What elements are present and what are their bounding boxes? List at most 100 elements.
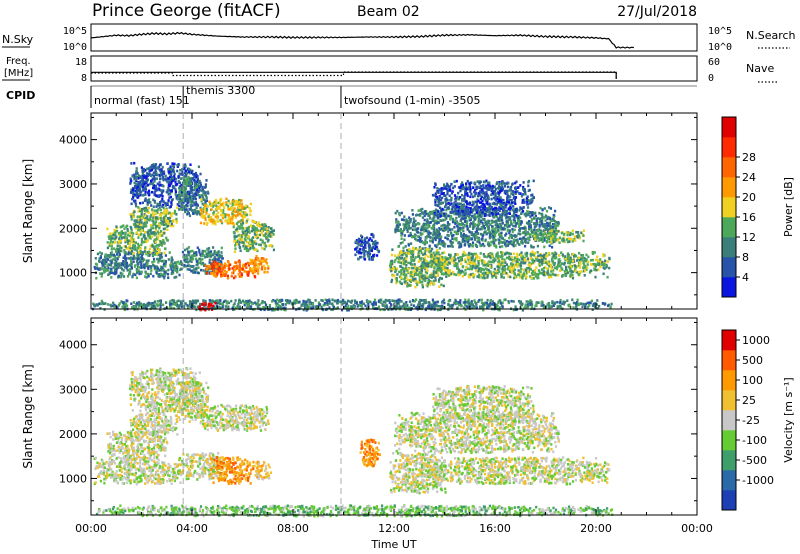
heat-cell [240,226,243,230]
heat-cell [199,221,202,225]
heat-cell [154,240,157,244]
heat-cell [164,223,167,226]
heat-cell [122,224,125,227]
heat-cell [200,215,203,218]
heat-cell [470,252,473,256]
heat-cell [507,265,510,269]
heat-cell [113,228,116,232]
heat-cell [130,265,133,269]
heat-cell [503,271,506,274]
heat-cell [515,234,518,238]
heat-cell [210,219,213,223]
heat-cell [450,211,453,214]
heat-cell [459,271,462,275]
heat-cell [148,235,151,238]
heat-cell [126,275,130,278]
heat-cell [170,171,173,174]
heat-cell [108,232,111,236]
heat-cell [433,261,436,265]
heat-cell [180,173,183,176]
heat-cell [527,210,530,213]
heat-cell [536,217,540,220]
heat-cell [201,254,204,257]
heat-cell [405,224,408,228]
heat-cell [564,255,567,258]
heat-cell [137,262,140,265]
heat-cell [136,196,139,199]
heat-cell [205,199,208,202]
heat-cell [508,218,511,221]
heat-cell [416,235,420,238]
heat-cell [126,240,129,243]
heat-cell [552,219,556,222]
heat-cell [266,270,269,274]
heat-cell [170,189,173,193]
heat-cell [429,255,432,258]
heat-cell [112,233,115,237]
heat-cell [498,238,501,242]
heat-cell [527,237,530,241]
heat-cell [474,216,478,219]
heat-cell [190,269,193,273]
heat-cell [449,255,452,258]
heat-cell [407,224,411,227]
heat-cell [105,255,108,258]
heat-cell [252,270,255,274]
heat-cell [146,251,149,254]
heat-cell [118,241,121,245]
heat-cell [464,260,467,264]
heat-cell [137,177,140,180]
heat-cell [374,247,377,250]
heat-cell [134,225,137,229]
heat-cell [435,259,438,262]
heat-cell [151,245,154,248]
heat-cell [390,278,394,282]
heat-cell [432,230,435,233]
heat-cell [436,249,439,252]
heat-cell [222,209,225,212]
heat-cell [497,217,500,221]
heat-cell [412,253,415,256]
heat-cell [164,201,167,205]
heat-cell [127,242,130,245]
heat-cell [572,253,575,256]
heat-cell [237,234,240,237]
heat-cell [214,215,217,219]
heat-cell [193,254,196,257]
heat-cell [547,228,550,232]
heat-cell [239,249,242,252]
heat-cell [498,261,501,264]
heat-cell [245,221,248,224]
heat-cell [597,259,600,263]
heat-cell [141,257,144,260]
heat-cell [422,241,425,244]
heat-cell [235,199,238,203]
heat-cell [469,264,472,268]
heat-cell [131,188,135,191]
heat-cell [487,219,490,223]
heat-cell [215,265,218,269]
heat-cell [398,255,401,258]
heat-cell [598,263,601,267]
heat-cell [408,216,411,219]
heat-cell [491,275,494,279]
heat-cell [510,256,513,259]
heat-cell [450,244,453,247]
heat-cell [137,182,140,186]
heat-cell [256,223,259,226]
heat-cell [104,269,107,273]
heat-cell [396,225,399,228]
heat-cell [495,219,498,223]
heat-cell [519,232,522,236]
heat-cell [520,212,523,216]
heat-cell [470,237,473,240]
heat-cell [240,202,244,206]
heat-cell [408,248,411,251]
heat-cell [228,216,231,219]
heat-cell [105,257,108,260]
heat-cell [477,269,480,273]
heat-cell [428,235,431,238]
heat-cell [205,252,209,256]
heat-cell [161,268,165,271]
heat-cell [167,268,170,272]
